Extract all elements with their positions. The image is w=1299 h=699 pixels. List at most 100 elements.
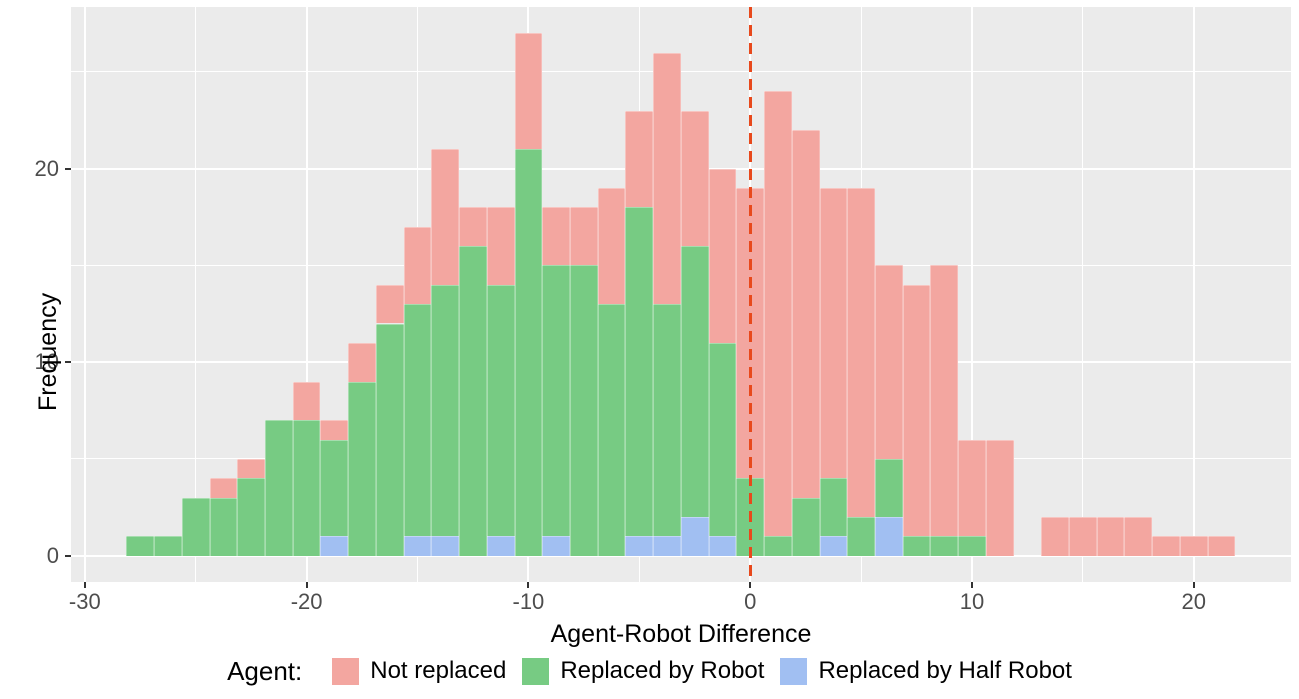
- bar-segment-not_replaced-at--11.25: [486, 207, 515, 285]
- bar-segment-half_robot-at--15: [403, 536, 432, 556]
- bar-segment-not_replaced-at--20: [292, 381, 321, 421]
- y-tick-mark: [65, 361, 71, 364]
- x-tick-mark: [1192, 582, 1195, 588]
- bar-segment-robot-at-5: [847, 517, 875, 556]
- bar-segment-not_replaced-at-16.25: [1096, 517, 1125, 556]
- bar-segment-robot-at--20: [292, 420, 321, 556]
- bar-segment-half_robot-at--8.75: [542, 536, 570, 556]
- bar-segment-half_robot-at--18.75: [320, 536, 349, 556]
- x-tick-label: -10: [512, 589, 545, 614]
- y-axis-title: Frequency: [34, 293, 62, 412]
- bar-segment-robot-at-6.25: [874, 458, 903, 517]
- bar-segment-not_replaced-at-10: [958, 439, 986, 537]
- bar-segment-half_robot-at-6.25: [874, 517, 903, 556]
- legend-swatch-half_robot: [780, 657, 808, 685]
- y-tick-label: 10: [34, 349, 59, 375]
- bar-segment-not_replaced-at--15: [403, 226, 432, 305]
- x-tick-label: -30: [68, 589, 101, 614]
- bar-segment-not_replaced-at-21.25: [1207, 536, 1236, 556]
- bar-segment-not_replaced-at--1.25: [708, 168, 737, 343]
- legend-entry-half_robot: Replaced by Half Robot: [780, 657, 1072, 685]
- y-tick-mark: [65, 167, 71, 170]
- bar-segment-robot-at--2.5: [680, 246, 709, 517]
- bar-segment-not_replaced-at--7.5: [569, 207, 598, 266]
- x-tick-mark: [83, 582, 86, 588]
- h-gridline-minor: [71, 71, 1291, 73]
- bar-segment-half_robot-at--13.75: [431, 536, 460, 556]
- bar-segment-robot-at-2.5: [791, 497, 820, 556]
- bar-segment-not_replaced-at-15: [1069, 517, 1097, 556]
- bar-segment-half_robot-at--2.5: [680, 517, 709, 556]
- legend-label-half_robot: Replaced by Half Robot: [818, 657, 1072, 684]
- bar-segment-not_replaced-at--6.25: [597, 188, 626, 305]
- bar-segment-robot-at--26.25: [154, 536, 182, 556]
- legend-entry-robot: Replaced by Robot: [522, 657, 764, 685]
- x-tick-label: -20: [290, 589, 323, 614]
- bar-segment-robot-at--18.75: [320, 439, 349, 537]
- bar-segment-robot-at-3.75: [819, 478, 848, 537]
- legend-entry-not_replaced: Not replaced: [332, 657, 506, 685]
- legend-swatch-not_replaced: [332, 657, 360, 685]
- bar-segment-robot-at--10: [514, 149, 543, 556]
- bar-segment-not_replaced-at-2.5: [791, 130, 820, 498]
- legend: Agent: Not replaced Replaced by Robot Repl…: [0, 650, 1299, 692]
- legend-label-robot: Replaced by Robot: [560, 657, 765, 684]
- bar-segment-robot-at--8.75: [542, 265, 570, 537]
- bar-segment-not_replaced-at-3.75: [819, 188, 848, 479]
- bar-segment-robot-at--11.25: [486, 284, 515, 537]
- bar-segment-robot-at--3.75: [653, 304, 681, 537]
- bar-segment-not_replaced-at--18.75: [320, 420, 349, 440]
- bar-segment-not_replaced-at-20: [1179, 536, 1208, 556]
- bar-segment-robot-at--13.75: [431, 284, 460, 537]
- bar-segment-not_replaced-at-17.5: [1124, 517, 1153, 556]
- v-gridline-minor: [195, 7, 197, 582]
- zero-reference-dashed-line: [748, 7, 752, 582]
- bar-segment-robot-at--17.5: [348, 381, 376, 556]
- x-tick-mark: [305, 582, 308, 588]
- bar-segment-robot-at--25: [181, 497, 210, 556]
- y-tick-label: 0: [46, 542, 59, 568]
- bar-segment-not_replaced-at-5: [847, 188, 875, 517]
- legend-label-not_replaced: Not replaced: [370, 657, 507, 684]
- bar-segment-not_replaced-at--2.5: [680, 110, 709, 247]
- bar-segment-not_replaced-at--10: [514, 33, 543, 150]
- bar-segment-half_robot-at--3.75: [653, 536, 681, 556]
- bar-segment-not_replaced-at-6.25: [874, 265, 903, 459]
- bar-segment-robot-at--21.25: [265, 420, 293, 556]
- legend-title: Agent:: [227, 655, 303, 686]
- x-tick-label: 20: [1181, 589, 1207, 614]
- x-tick-label: 0: [744, 589, 757, 614]
- legend-swatch-robot: [522, 657, 550, 685]
- bar-segment-not_replaced-at--8.75: [542, 207, 570, 266]
- bar-segment-not_replaced-at--3.75: [653, 52, 681, 305]
- x-tick-mark: [749, 582, 752, 588]
- bar-segment-not_replaced-at--22.5: [237, 458, 265, 479]
- bar-segment-not_replaced-at-7.5: [902, 284, 931, 537]
- x-axis-title: Agent-Robot Difference: [550, 620, 812, 648]
- x-tick-label: 10: [959, 589, 985, 614]
- bar-segment-not_replaced-at--16.25: [375, 284, 404, 324]
- x-tick-mark: [527, 582, 530, 588]
- bar-segment-half_robot-at--11.25: [486, 536, 515, 556]
- bar-segment-robot-at--12.5: [459, 246, 487, 556]
- bar-segment-robot-at--22.5: [237, 478, 265, 556]
- v-gridline-major: [83, 7, 86, 582]
- bar-segment-robot-at--5: [625, 207, 654, 537]
- v-gridline-major: [1192, 7, 1195, 582]
- y-tick-mark: [65, 554, 71, 557]
- bar-segment-robot-at-7.5: [902, 536, 931, 556]
- bar-segment-not_replaced-at--17.5: [348, 342, 376, 382]
- bar-segment-not_replaced-at--23.75: [209, 478, 238, 498]
- bar-segment-robot-at--16.25: [375, 323, 404, 556]
- bar-segment-not_replaced-at--5: [625, 110, 654, 208]
- bar-segment-robot-at--15: [403, 304, 432, 537]
- bar-segment-not_replaced-at-18.75: [1152, 536, 1180, 556]
- bar-segment-half_robot-at--5: [625, 536, 654, 556]
- bar-segment-not_replaced-at-11.25: [985, 439, 1014, 556]
- bar-segment-not_replaced-at--13.75: [431, 149, 460, 285]
- bar-segment-robot-at-1.25: [764, 536, 792, 556]
- bar-segment-robot-at--1.25: [708, 342, 737, 537]
- v-gridline-major: [305, 7, 308, 582]
- bar-segment-not_replaced-at--12.5: [459, 207, 487, 247]
